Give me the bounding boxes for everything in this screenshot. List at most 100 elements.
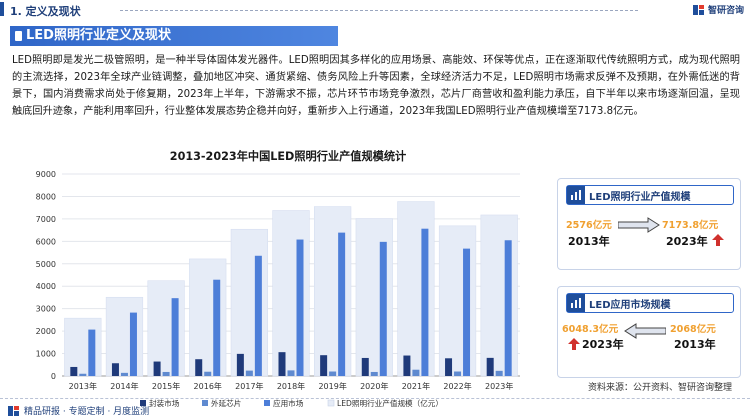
bar-total [105, 296, 144, 377]
intro-paragraph: LED照明即是发光二极管照明，是一种半导体固体发光器件。LED照明因其多样化的应… [12, 55, 740, 117]
x-tick-label: 2013年 [69, 381, 97, 391]
card-title: LED照明行业产值规模 [589, 191, 691, 203]
bar-total [272, 210, 310, 377]
y-tick-label: 0 [51, 372, 56, 381]
bar-chip [245, 370, 253, 376]
bar-total [397, 201, 435, 377]
card-header: LED照明行业产值规模 [566, 185, 734, 205]
bar-chip [412, 369, 420, 376]
bar-package [236, 353, 244, 376]
bar-chip [287, 370, 295, 376]
bar-application [296, 239, 304, 376]
bar-package [403, 355, 411, 376]
card-application-market: LED应用市场规模 6048.3亿元 2023年 2068亿元 2013年 [557, 286, 741, 378]
section-title: 1. 定义及现状 [10, 5, 81, 18]
x-tick-label: 2016年 [194, 381, 222, 391]
footer: 精品研报 · 专题定制 · 月度监测 资料来源：公开资料、智研咨询整理 [0, 383, 750, 420]
legend-label: 外延芯片 [211, 398, 241, 408]
y-tick-label: 8000 [36, 192, 56, 201]
chart-title: 2013-2023年中国LED照明行业产值规模统计 [169, 150, 407, 163]
bar-total [355, 218, 393, 377]
y-tick-label: 4000 [36, 282, 56, 291]
footer-tagline: 精品研报 · 专题定制 · 月度监测 [8, 404, 149, 417]
bar-chip [162, 371, 170, 376]
y-tick-label: 3000 [36, 305, 56, 314]
end-year: 2023年 [582, 338, 624, 351]
bar-application [171, 298, 179, 376]
output-chart: 2013-2023年中国LED照明行业产值规模统计 0 1000 2000 3000 4… [18, 148, 530, 408]
legend-swatch [202, 400, 208, 406]
legend-label: 封装市场 [149, 398, 180, 408]
bar-total [480, 214, 518, 377]
bar-chip [204, 371, 212, 376]
up-arrow-icon [568, 338, 580, 350]
bar-chip [329, 371, 337, 376]
end-value: 7173.8亿元 [662, 220, 719, 231]
section-marker [0, 2, 4, 16]
legend-label: 应用市场 [273, 398, 304, 408]
x-tick-label: 2021年 [402, 381, 430, 391]
end-value: 6048.3亿元 [562, 324, 619, 335]
top-bar: 1. 定义及现状 智研咨询 [0, 0, 750, 20]
bar-package [320, 355, 328, 376]
bar-package [486, 357, 494, 376]
legend-swatch [327, 399, 335, 407]
bar-chip [370, 371, 378, 376]
section-banner: LED照明行业定义及现状 [10, 26, 338, 46]
chart-svg: 0 1000 2000 3000 4000 5000 6000 7000 8000 9000 201… [36, 170, 520, 408]
footer-divider [0, 398, 750, 399]
bar-package [70, 366, 78, 376]
y-tick-label: 9000 [36, 170, 56, 179]
data-source: 资料来源：公开资料、智研咨询整理 [587, 383, 732, 393]
card-header: LED应用市场规模 [566, 293, 734, 313]
bar-package [111, 363, 119, 376]
bar-chip [495, 370, 503, 376]
bar-application [463, 248, 471, 376]
bar-package [445, 358, 453, 376]
x-tick-label: 2014年 [110, 381, 138, 391]
bar-chip [79, 373, 87, 376]
brand-logo-icon [692, 4, 704, 15]
start-year: 2013年 [674, 338, 716, 351]
start-value: 2068亿元 [670, 324, 716, 335]
bar-chip [454, 371, 462, 376]
up-arrow-icon [712, 234, 724, 246]
bar-application [421, 228, 429, 376]
left-arrow-icon [624, 323, 666, 339]
bar-package [278, 352, 286, 376]
brand-logo-icon [8, 405, 19, 416]
brand-name: 智研咨询 [707, 6, 744, 16]
x-tick-label: 2018年 [277, 381, 305, 391]
end-year: 2023年 [666, 235, 708, 248]
bar-total [438, 225, 477, 377]
right-arrow-icon [618, 217, 660, 233]
bar-package [195, 359, 203, 376]
bar-application [379, 241, 387, 376]
x-tick-label: 2019年 [318, 381, 346, 391]
footer-tagline-text: 精品研报 · 专题定制 · 月度监测 [24, 407, 150, 417]
legend-swatch [264, 400, 270, 406]
legend-swatch [140, 400, 146, 406]
bar-chart-icon [567, 186, 585, 204]
y-tick-label: 2000 [36, 327, 56, 336]
bar-package [361, 357, 369, 376]
card-title: LED应用市场规模 [589, 299, 671, 311]
banner-title: LED照明行业定义及现状 [26, 28, 171, 43]
bar-total [64, 317, 102, 377]
bar-chip [120, 372, 128, 376]
bar-application [504, 240, 512, 376]
brand: 智研咨询 [692, 3, 744, 16]
bar-application [88, 329, 96, 376]
banner-marker [15, 31, 22, 41]
legend-label: LED照明行业产值规模（亿元） [337, 398, 443, 408]
bar-application [338, 232, 346, 376]
bar-total [230, 228, 268, 377]
start-value: 2576亿元 [566, 220, 612, 231]
start-year: 2013年 [568, 235, 610, 248]
y-tick-label: 1000 [36, 350, 56, 359]
x-tick-label: 2015年 [152, 381, 180, 391]
y-tick-label: 7000 [36, 215, 56, 224]
x-tick-label: 2017年 [235, 381, 263, 391]
bar-total [147, 280, 185, 377]
y-tick-label: 6000 [36, 237, 56, 246]
